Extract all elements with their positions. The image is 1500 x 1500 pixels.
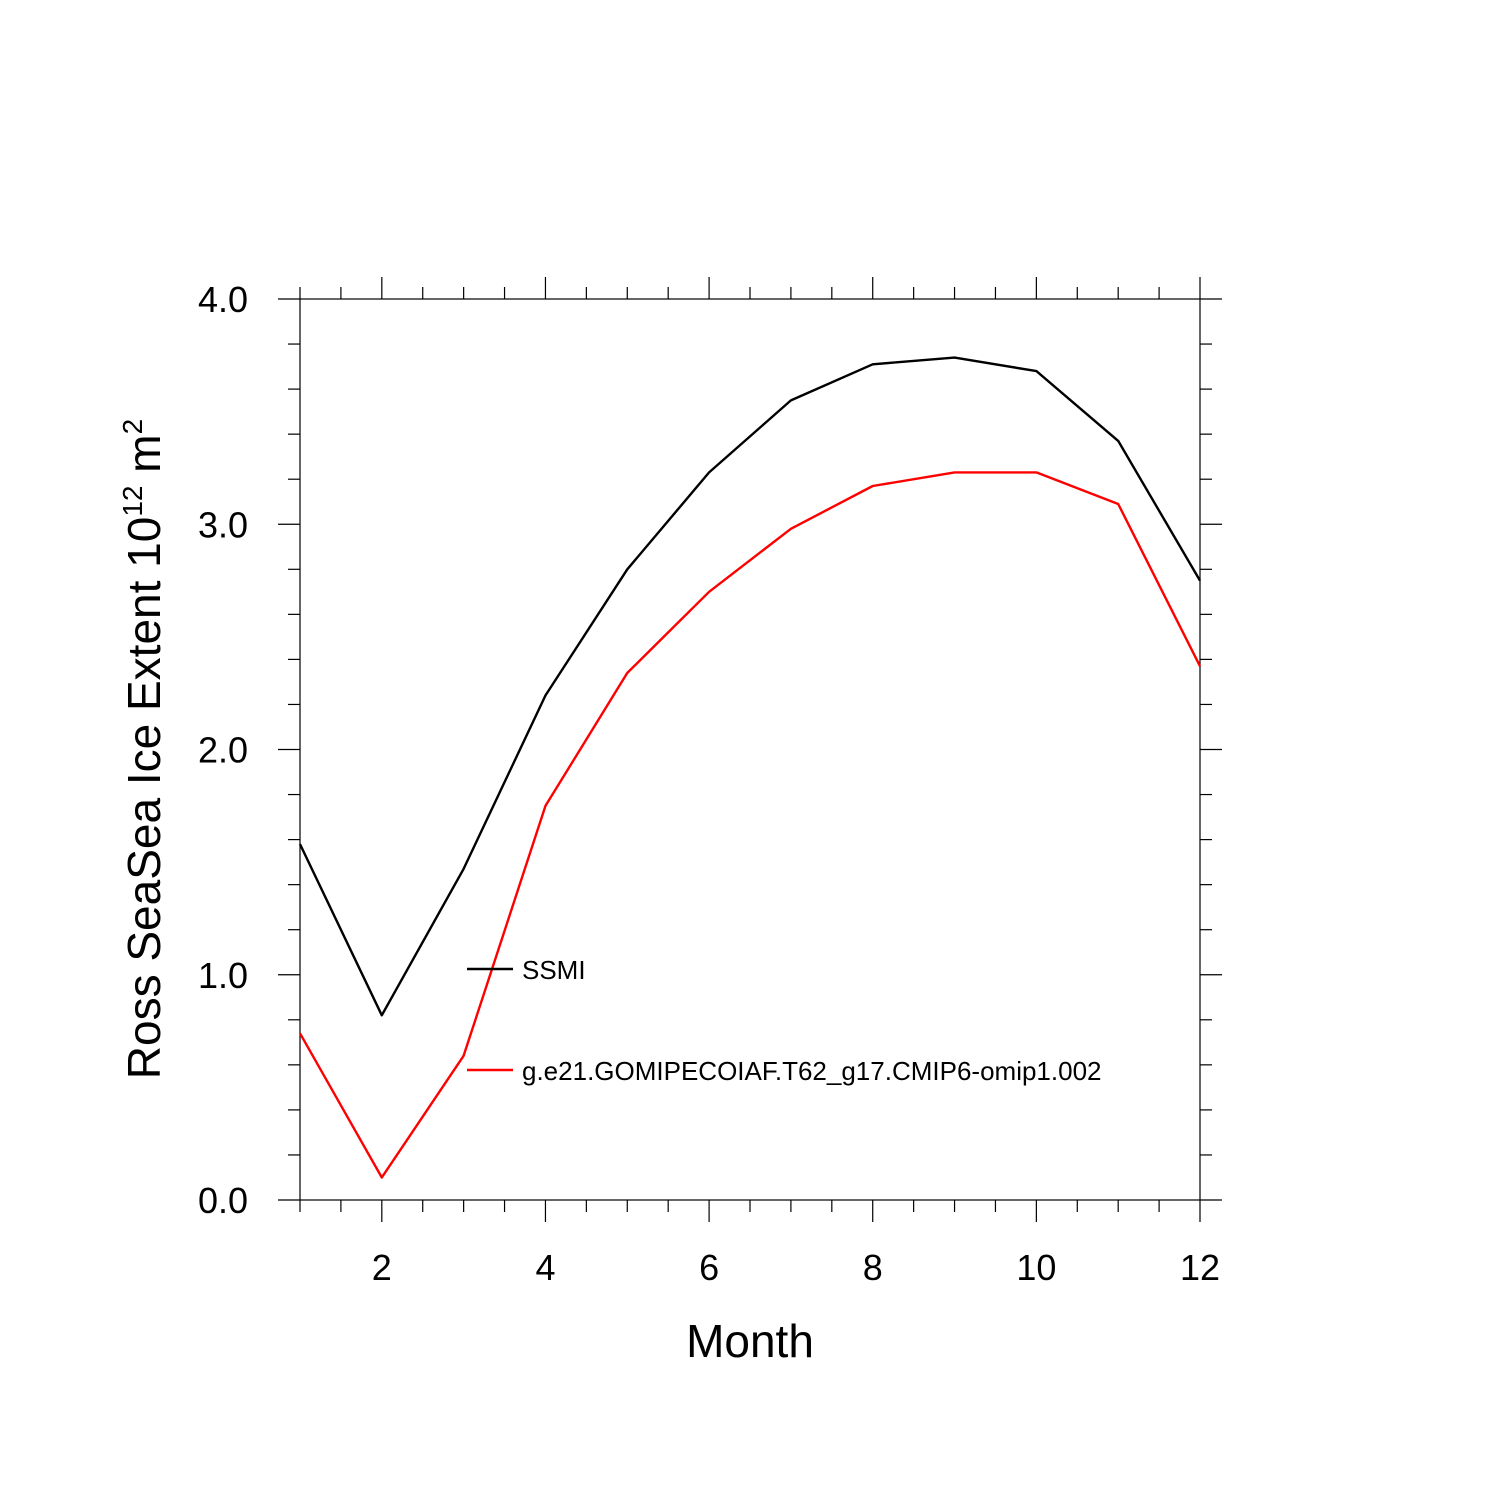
legend-label-2: g.e21.GOMIPECOIAF.T62_g17.CMIP6-omip1.00… [522,1056,1102,1086]
x-tick-label: 6 [699,1247,719,1288]
y-tick-label: 2.0 [198,730,248,771]
ticks-layer: 2 4 6 8 10 12 0.0 1.0 2.0 3.0 4.0 [198,277,1222,1288]
x-axis-title: Month [686,1315,814,1367]
y-tick-label: 0.0 [198,1180,248,1221]
x-tick-label: 4 [535,1247,555,1288]
x-tick-label: 10 [1016,1247,1056,1288]
plot-frame [299,298,1201,1201]
series-layer [298,356,1202,1179]
series-line-1 [298,356,1202,1017]
x-tick-label: 12 [1180,1247,1220,1288]
legend: SSMI g.e21.GOMIPECOIAF.T62_g17.CMIP6-omip… [467,955,1102,1086]
y-axis-title-unit-exponent: 2 [117,419,148,435]
y-tick-label: 1.0 [198,955,248,996]
legend-label-1: SSMI [522,955,586,985]
series-line-2 [298,471,1202,1179]
y-axis-title-main: Ross SeaSea Ice Extent 10 [118,517,170,1080]
y-tick-label: 3.0 [198,504,248,545]
y-axis-title-exponent: 12 [117,485,148,516]
x-tick-label: 2 [372,1247,392,1288]
x-tick-label: 8 [863,1247,883,1288]
y-axis-title: Ross SeaSea Ice Extent 1012 m2 [117,419,170,1079]
y-tick-label: 4.0 [198,279,248,320]
y-axis-title-unit: m [118,434,170,485]
